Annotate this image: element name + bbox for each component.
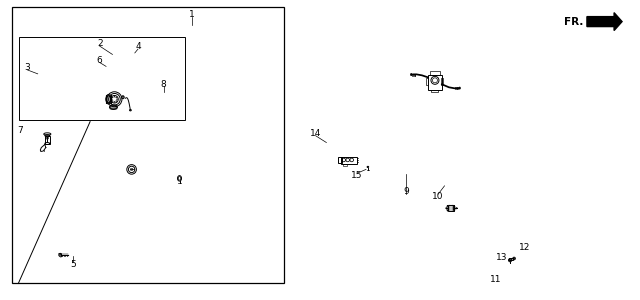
- Bar: [340, 157, 356, 164]
- Ellipse shape: [411, 74, 412, 76]
- Circle shape: [46, 137, 49, 139]
- Text: 2: 2: [97, 40, 102, 49]
- Text: 13: 13: [496, 253, 508, 262]
- Text: 4: 4: [135, 43, 141, 52]
- Ellipse shape: [445, 208, 447, 209]
- Bar: [45, 136, 50, 143]
- Bar: [442, 78, 444, 85]
- Circle shape: [112, 100, 113, 102]
- Bar: [509, 258, 513, 260]
- Bar: [447, 206, 454, 211]
- Text: 3: 3: [25, 63, 30, 72]
- Text: 9: 9: [403, 187, 409, 196]
- Bar: [426, 78, 428, 85]
- Bar: [431, 90, 438, 92]
- Polygon shape: [587, 13, 622, 31]
- Circle shape: [114, 101, 115, 102]
- Text: 14: 14: [310, 129, 321, 138]
- Text: 8: 8: [161, 80, 166, 89]
- Circle shape: [116, 99, 118, 100]
- Bar: [19, 37, 184, 120]
- Text: 5: 5: [70, 260, 76, 268]
- Bar: [343, 164, 347, 166]
- Bar: [430, 71, 440, 75]
- Bar: [12, 7, 284, 283]
- Ellipse shape: [459, 87, 460, 89]
- Circle shape: [114, 96, 115, 97]
- Text: 12: 12: [518, 242, 530, 251]
- Circle shape: [131, 168, 133, 171]
- Text: 6: 6: [97, 56, 102, 65]
- Text: 15: 15: [351, 171, 363, 180]
- Text: 7: 7: [17, 126, 23, 135]
- Text: FR.: FR.: [564, 16, 583, 27]
- Bar: [428, 75, 442, 90]
- Text: 10: 10: [433, 192, 444, 201]
- Text: 1: 1: [189, 10, 195, 19]
- Text: 11: 11: [490, 275, 501, 284]
- Circle shape: [112, 97, 113, 98]
- Bar: [338, 158, 342, 164]
- Circle shape: [111, 99, 113, 100]
